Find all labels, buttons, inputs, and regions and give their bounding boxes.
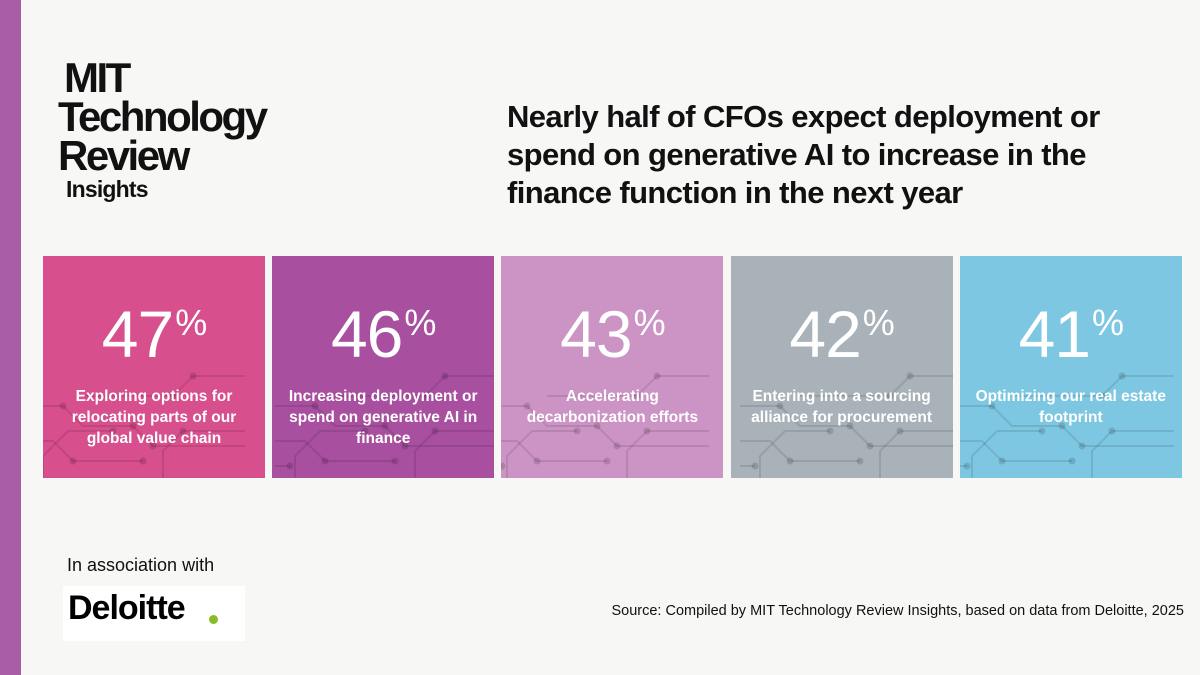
stat-label: Entering into a sourcing alliance for pr… xyxy=(751,388,933,426)
stat-tile: 47% Exploring options for relocating part… xyxy=(43,256,265,478)
stat-number: 41 xyxy=(1018,297,1091,371)
stat-unit: % xyxy=(1092,302,1124,343)
stat-label: Accelerating decarbonization efforts xyxy=(526,388,699,426)
stat-label: Exploring options for relocating parts o… xyxy=(71,388,237,447)
stat-unit: % xyxy=(175,302,207,343)
logo-line-review: Review xyxy=(58,132,190,179)
stat-number: 42 xyxy=(789,297,861,371)
stat-label: Optimizing our real estate footprint xyxy=(975,388,1166,426)
sponsor-dot-icon xyxy=(209,615,218,624)
logo-line-mit: MIT xyxy=(64,54,131,101)
stat-label: Increasing deployment or spend on genera… xyxy=(288,388,478,447)
publisher-logo: MIT Technology Review Insights xyxy=(58,54,268,203)
circuit-pattern-icon xyxy=(739,372,953,478)
stat-tile: 43% Accelerating decarbonization efforts xyxy=(501,256,724,478)
stat-number: 43 xyxy=(560,297,632,371)
logo-line-technology: Technology xyxy=(58,93,268,140)
stat-number: 46 xyxy=(330,297,403,371)
stat-value: 42% xyxy=(731,288,953,369)
sponsor-name: Deloitte xyxy=(68,589,186,627)
circuit-pattern-icon xyxy=(501,372,710,478)
chart-headline: Nearly half of CFOs expect deployment or… xyxy=(507,99,1100,210)
stat-unit: % xyxy=(633,302,666,343)
circuit-pattern-icon xyxy=(275,372,495,478)
stat-number: 47 xyxy=(101,297,174,371)
stat-value: 47% xyxy=(43,288,265,369)
stat-value: 46% xyxy=(272,288,494,369)
stat-tile: 46% Increasing deployment or spend on gen… xyxy=(272,256,495,478)
logo-line-insights: Insights xyxy=(66,176,149,202)
left-accent-stripe xyxy=(0,0,21,675)
stat-unit: % xyxy=(862,302,895,343)
stat-tile: 41% Optimizing our real estate footprint xyxy=(959,256,1182,478)
sponsor-logo: Deloitte xyxy=(63,586,245,641)
source-note: Source: Compiled by MIT Technology Revie… xyxy=(611,603,1184,619)
stat-value: 43% xyxy=(501,288,723,369)
stat-value: 41% xyxy=(960,288,1182,369)
circuit-pattern-icon xyxy=(959,372,1174,478)
circuit-pattern-icon xyxy=(43,372,245,478)
association-label: In association with xyxy=(67,555,215,575)
stat-unit: % xyxy=(404,302,436,343)
stat-tile: 42% Entering into a sourcing alliance for… xyxy=(730,256,953,478)
